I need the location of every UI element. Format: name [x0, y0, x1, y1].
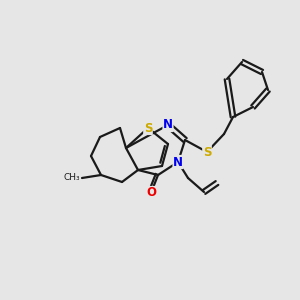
Text: S: S — [144, 122, 152, 134]
Text: O: O — [146, 187, 156, 200]
Text: S: S — [203, 146, 211, 158]
Text: CH₃: CH₃ — [63, 173, 80, 182]
Text: N: N — [173, 155, 183, 169]
Text: N: N — [163, 118, 173, 131]
